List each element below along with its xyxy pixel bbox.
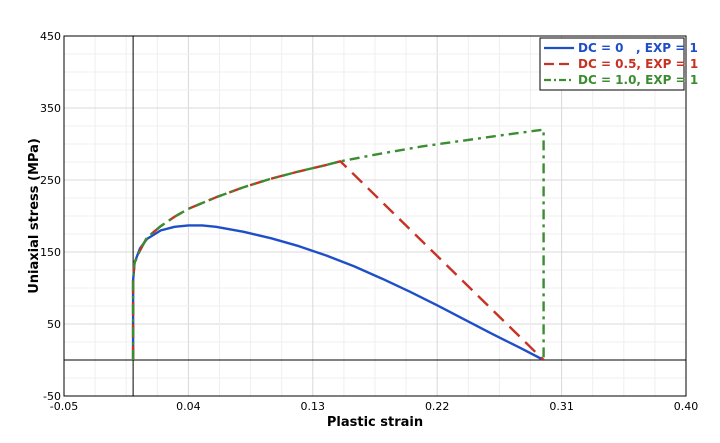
series-line-3 <box>131 128 545 360</box>
y-tick-label: 450 <box>40 30 61 43</box>
x-tick-label: 0.04 <box>176 400 201 413</box>
y-axis-title: Uniaxial stress (MPa) <box>27 138 42 294</box>
x-tick-label: 0.13 <box>301 400 326 413</box>
y-tick-label: 50 <box>47 318 61 331</box>
x-tick-label: 0.22 <box>425 400 450 413</box>
x-tick-label: 0.40 <box>674 400 699 413</box>
x-tick-label: -0.05 <box>50 400 78 413</box>
plot-area-frame <box>63 35 687 397</box>
series-line-1 <box>131 224 545 362</box>
legend-label-2: DC = 0.5, EXP = 1 <box>578 57 698 71</box>
legend-label-1: DC = 0 , EXP = 1 <box>578 41 698 55</box>
y-axis-ticks: -50 50 150 250 350 450 <box>40 30 61 403</box>
y-tick-label: 150 <box>40 246 61 259</box>
x-tick-label: 0.31 <box>549 400 574 413</box>
legend: DC = 0 , EXP = 1 DC = 0.5, EXP = 1 DC = 1.… <box>539 37 698 91</box>
x-axis-title: Plastic strain <box>327 415 423 430</box>
y-tick-label: 350 <box>40 102 61 115</box>
y-tick-label: -50 <box>43 390 61 403</box>
legend-label-3: DC = 1.0, EXP = 1 <box>578 73 698 87</box>
x-axis-ticks: -0.05 0.04 0.13 0.22 0.31 0.40 <box>50 400 698 413</box>
series-lines <box>131 128 545 362</box>
y-tick-label: 250 <box>40 174 61 187</box>
